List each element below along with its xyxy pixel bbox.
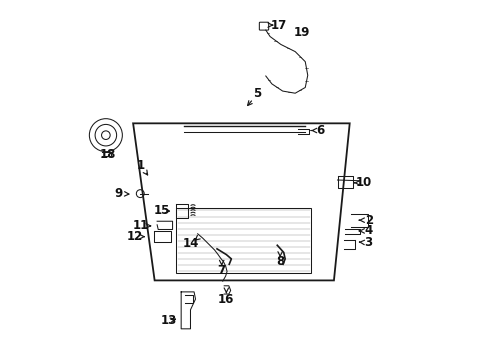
Text: 10: 10 (355, 176, 371, 189)
Text: 12: 12 (127, 230, 143, 243)
Text: 6: 6 (316, 124, 324, 137)
Text: 19: 19 (294, 27, 310, 40)
Text: 2: 2 (365, 214, 373, 227)
Text: 13: 13 (161, 314, 177, 327)
Text: 11: 11 (133, 219, 149, 233)
Text: 8: 8 (276, 255, 284, 268)
Text: 14: 14 (182, 237, 198, 250)
Text: 16: 16 (218, 293, 235, 306)
Text: 1: 1 (137, 159, 145, 172)
Text: 9: 9 (115, 187, 123, 200)
Text: 7: 7 (218, 264, 226, 277)
Text: 5: 5 (253, 87, 262, 100)
Text: 17: 17 (271, 19, 287, 32)
Text: 4: 4 (365, 224, 373, 238)
Text: 18: 18 (100, 148, 116, 161)
Text: 3: 3 (365, 236, 373, 249)
Text: 15: 15 (153, 204, 170, 217)
